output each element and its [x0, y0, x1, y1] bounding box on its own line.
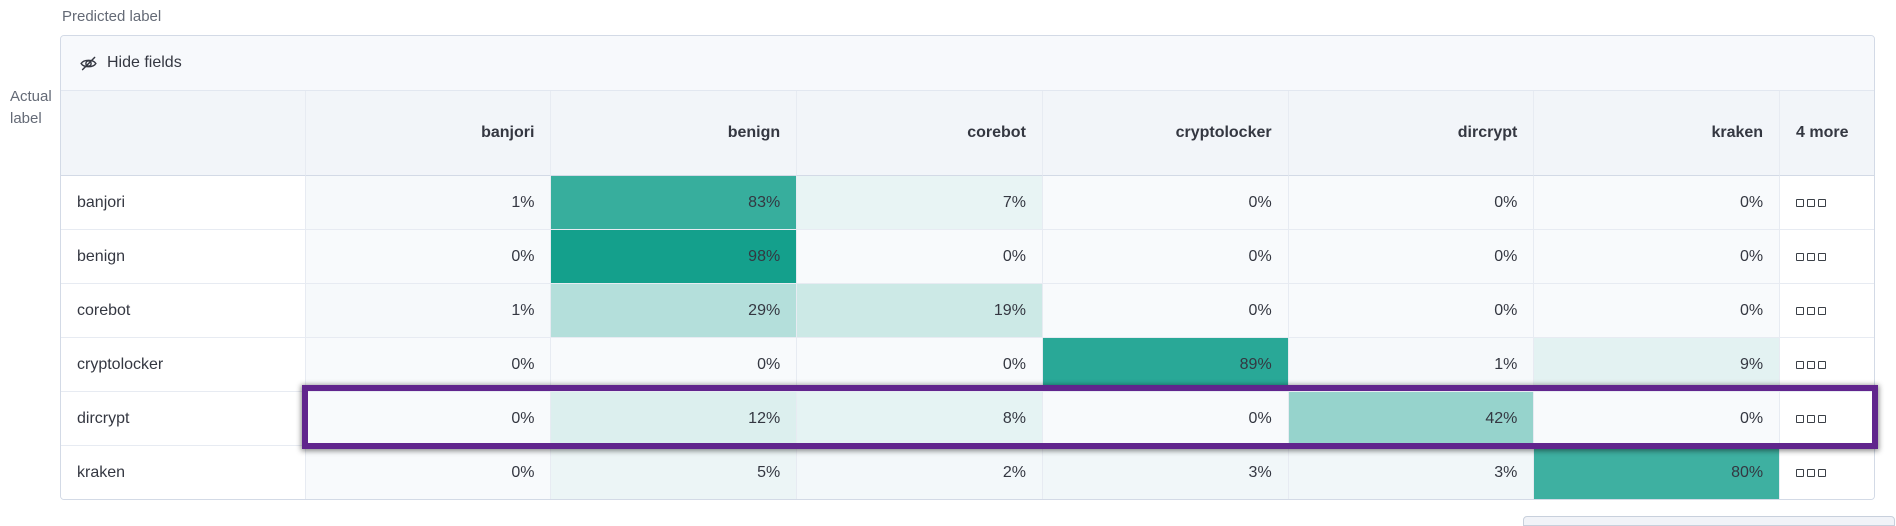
header-corner-cell — [61, 91, 306, 176]
boxes-horizontal-icon — [1796, 360, 1827, 369]
matrix-cell-corebot-corebot[interactable]: 19% — [797, 284, 1043, 338]
matrix-cell-dircrypt-dircrypt[interactable]: 42% — [1288, 392, 1535, 446]
column-header-dircrypt[interactable]: dircrypt — [1288, 91, 1535, 176]
actual-axis-label-line1: Actual — [10, 88, 52, 105]
hide-fields-label: Hide fields — [107, 54, 182, 71]
matrix-cell-cryptolocker-banjori[interactable]: 0% — [305, 338, 552, 392]
grid-row-benign: benign 0% 98% 0% 0% 0% 0% — [61, 230, 1874, 284]
column-header-banjori[interactable]: banjori — [305, 91, 552, 176]
matrix-cell-cryptolocker-kraken[interactable]: 9% — [1534, 338, 1781, 392]
grid-toolbar: Hide fields — [61, 36, 1874, 91]
column-header-more[interactable]: 4 more — [1780, 91, 1874, 176]
column-header-benign[interactable]: benign — [551, 91, 798, 176]
matrix-cell-kraken-kraken[interactable]: 80% — [1534, 446, 1781, 499]
matrix-cell-corebot-banjori[interactable]: 1% — [305, 284, 552, 338]
matrix-cell-corebot-cryptolocker[interactable]: 0% — [1042, 284, 1289, 338]
matrix-cell-cryptolocker-cryptolocker[interactable]: 89% — [1042, 338, 1289, 392]
matrix-cell-kraken-benign[interactable]: 5% — [551, 446, 798, 499]
matrix-cell-kraken-banjori[interactable]: 0% — [305, 446, 552, 499]
matrix-cell-cryptolocker-benign[interactable]: 0% — [551, 338, 798, 392]
matrix-cell-banjori-dircrypt[interactable]: 0% — [1288, 176, 1535, 230]
matrix-cell-benign-cryptolocker[interactable]: 0% — [1042, 230, 1289, 284]
hide-fields-button[interactable]: Hide fields — [79, 54, 182, 73]
predicted-axis-label: Predicted label — [62, 8, 162, 25]
matrix-cell-banjori-corebot[interactable]: 7% — [797, 176, 1043, 230]
matrix-cell-banjori-kraken[interactable]: 0% — [1534, 176, 1781, 230]
confusion-matrix-grid: Hide fields banjori benign corebot cryptolo… — [60, 35, 1875, 500]
grid-row-cryptolocker: cryptolocker 0% 0% 0% 89% 1% 9% — [61, 338, 1874, 392]
row-actions-button-benign[interactable] — [1780, 230, 1874, 284]
horizontal-scrollbar[interactable] — [1523, 516, 1895, 526]
column-header-kraken[interactable]: kraken — [1534, 91, 1781, 176]
matrix-cell-kraken-corebot[interactable]: 2% — [797, 446, 1043, 499]
boxes-horizontal-icon — [1796, 198, 1827, 207]
matrix-cell-dircrypt-corebot[interactable]: 8% — [797, 392, 1043, 446]
matrix-cell-cryptolocker-corebot[interactable]: 0% — [797, 338, 1043, 392]
boxes-horizontal-icon — [1796, 306, 1827, 315]
grid-row-corebot: corebot 1% 29% 19% 0% 0% 0% — [61, 284, 1874, 338]
matrix-cell-corebot-kraken[interactable]: 0% — [1534, 284, 1781, 338]
row-label-cryptolocker[interactable]: cryptolocker — [61, 338, 306, 392]
eye-closed-icon — [79, 54, 98, 73]
matrix-cell-banjori-banjori[interactable]: 1% — [305, 176, 552, 230]
matrix-cell-kraken-dircrypt[interactable]: 3% — [1288, 446, 1535, 499]
row-label-corebot[interactable]: corebot — [61, 284, 306, 338]
row-actions-button-cryptolocker[interactable] — [1780, 338, 1874, 392]
matrix-cell-corebot-benign[interactable]: 29% — [551, 284, 798, 338]
grid-row-kraken: kraken 0% 5% 2% 3% 3% 80% — [61, 446, 1874, 499]
boxes-horizontal-icon — [1796, 252, 1827, 261]
boxes-horizontal-icon — [1796, 414, 1827, 423]
actual-axis-label-line2: label — [10, 110, 42, 127]
row-actions-button-kraken[interactable] — [1780, 446, 1874, 499]
matrix-cell-dircrypt-cryptolocker[interactable]: 0% — [1042, 392, 1289, 446]
boxes-horizontal-icon — [1796, 468, 1827, 477]
row-label-dircrypt[interactable]: dircrypt — [61, 392, 306, 446]
matrix-cell-benign-benign[interactable]: 98% — [551, 230, 798, 284]
matrix-cell-dircrypt-kraken[interactable]: 0% — [1534, 392, 1781, 446]
matrix-cell-benign-dircrypt[interactable]: 0% — [1288, 230, 1535, 284]
matrix-cell-benign-corebot[interactable]: 0% — [797, 230, 1043, 284]
matrix-cell-dircrypt-benign[interactable]: 12% — [551, 392, 798, 446]
matrix-cell-corebot-dircrypt[interactable]: 0% — [1288, 284, 1535, 338]
matrix-cell-kraken-cryptolocker[interactable]: 3% — [1042, 446, 1289, 499]
row-label-banjori[interactable]: banjori — [61, 176, 306, 230]
row-label-kraken[interactable]: kraken — [61, 446, 306, 499]
grid-row-dircrypt: dircrypt 0% 12% 8% 0% 42% 0% — [61, 392, 1874, 446]
row-actions-button-dircrypt[interactable] — [1780, 392, 1874, 446]
grid-row-banjori: banjori 1% 83% 7% 0% 0% 0% — [61, 176, 1874, 230]
row-actions-button-corebot[interactable] — [1780, 284, 1874, 338]
row-label-benign[interactable]: benign — [61, 230, 306, 284]
grid-body: banjori 1% 83% 7% 0% 0% 0% benign 0% 98% 0% 0% 0% 0% c… — [61, 176, 1874, 499]
matrix-cell-dircrypt-banjori[interactable]: 0% — [305, 392, 552, 446]
matrix-cell-cryptolocker-dircrypt[interactable]: 1% — [1288, 338, 1535, 392]
column-header-corebot[interactable]: corebot — [797, 91, 1043, 176]
grid-header-row: banjori benign corebot cryptolocker dircrypt… — [61, 91, 1874, 176]
actual-axis-label: Actual label — [10, 86, 52, 130]
matrix-cell-benign-banjori[interactable]: 0% — [305, 230, 552, 284]
matrix-cell-banjori-cryptolocker[interactable]: 0% — [1042, 176, 1289, 230]
matrix-cell-banjori-benign[interactable]: 83% — [551, 176, 798, 230]
row-actions-button-banjori[interactable] — [1780, 176, 1874, 230]
matrix-cell-benign-kraken[interactable]: 0% — [1534, 230, 1781, 284]
column-header-cryptolocker[interactable]: cryptolocker — [1042, 91, 1289, 176]
